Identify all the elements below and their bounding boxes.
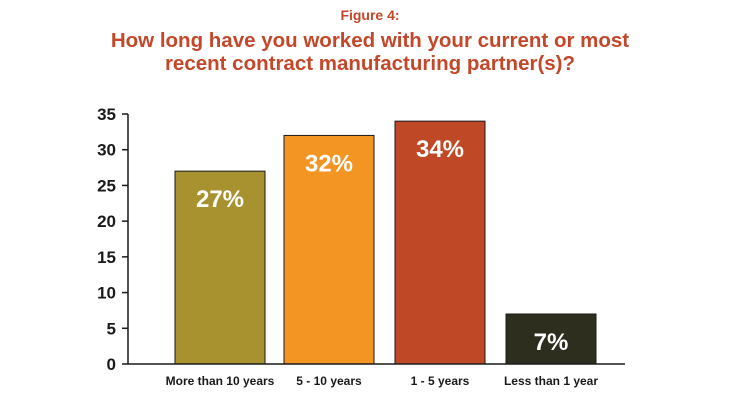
y-tick-label: 25 [97, 176, 116, 195]
x-axis-labels: More than 10 years 5 - 10 years 1 - 5 year… [166, 374, 599, 388]
y-tick-label: 0 [107, 355, 116, 374]
x-category-label: More than 10 years [166, 374, 275, 388]
y-tick-label: 10 [97, 284, 116, 303]
bar-value-label: 27% [196, 186, 244, 213]
x-category-label: 1 - 5 years [411, 374, 470, 388]
bar [174, 170, 266, 365]
x-category-label: 5 - 10 years [296, 374, 362, 388]
y-tick-label: 15 [97, 248, 116, 267]
chart-title-line-2: recent contract manufacturing partner(s)… [164, 52, 576, 75]
y-tick-label: 35 [97, 105, 116, 124]
chart-title: How long have you worked with your curre… [40, 29, 700, 75]
bar-value-label: 34% [416, 136, 464, 163]
y-tick-label: 30 [97, 141, 116, 160]
bar [283, 134, 375, 365]
y-axis-ticks: 0 5 10 15 20 25 30 35 [97, 105, 128, 374]
figure-label: Figure 4: [340, 7, 400, 23]
x-category-label: Less than 1 year [504, 374, 598, 388]
chart-title-line-1: How long have you worked with your curre… [110, 29, 630, 52]
axes [127, 114, 625, 365]
bars: 27% 32% 34% 7% [174, 120, 597, 365]
y-tick-label: 5 [107, 319, 116, 338]
bar [394, 120, 486, 365]
y-tick-label: 20 [97, 212, 116, 231]
bar-value-label: 32% [305, 150, 353, 177]
bar-value-label: 7% [534, 329, 569, 356]
